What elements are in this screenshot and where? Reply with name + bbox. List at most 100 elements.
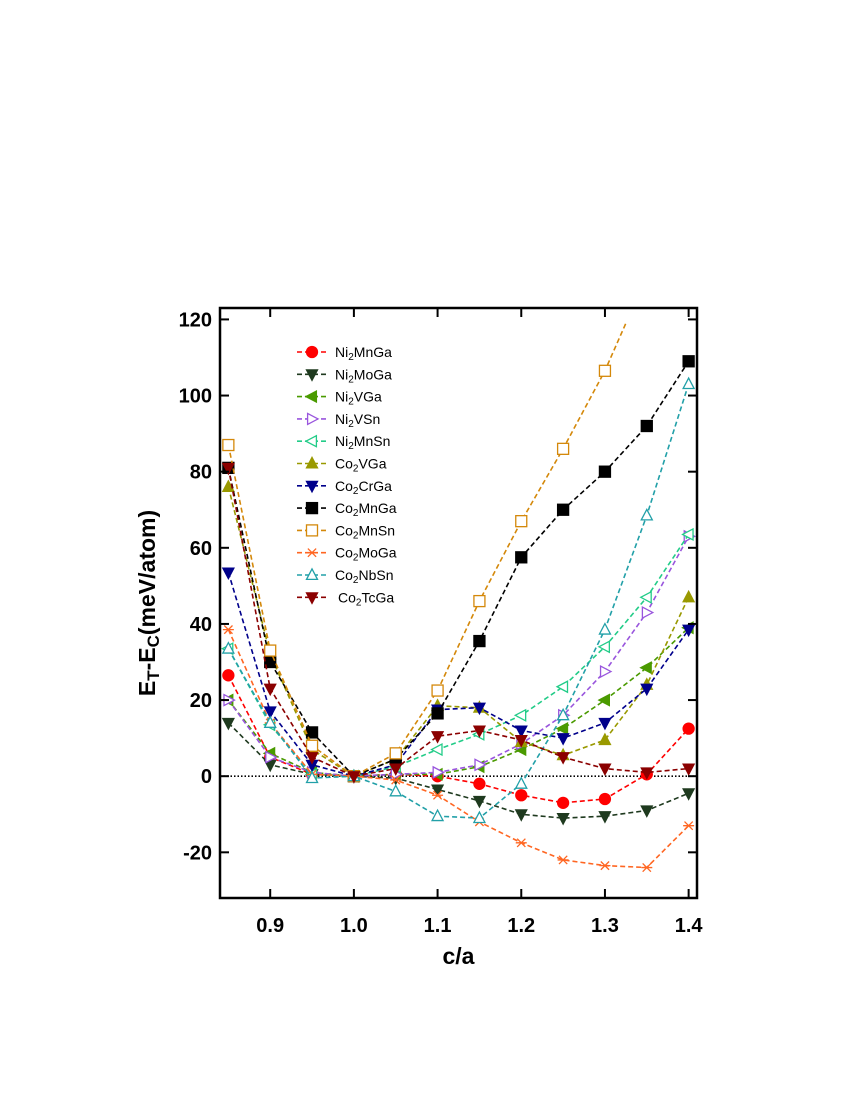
legend-label: Co2TcGa [338,589,394,608]
x-tick-label: 0.9 [256,915,284,937]
data-point [556,752,570,765]
series-ni2vsn [223,529,697,783]
series-ni2mnsn [220,527,694,783]
legend-label: Ni2MnSn [335,433,390,452]
data-point [389,763,403,777]
data-point [264,644,277,657]
series-co2crga [221,567,696,784]
data-point [640,508,654,521]
x-tick-label: 1.2 [507,915,535,937]
legend-entry: Ni2MnSn [297,433,390,452]
data-point [515,551,528,564]
data-point [598,717,612,731]
data-point [639,590,652,604]
data-point [514,734,528,748]
data-point [305,770,319,784]
series-co2mnga [222,355,695,783]
data-point [682,763,696,777]
legend-label: Co2MoGa [335,545,397,564]
data-point [431,707,444,720]
series-line [227,536,690,778]
data-point [514,776,528,789]
data-point [597,640,610,654]
legend-entry: Co2MnSn [297,522,395,541]
data-point [682,355,695,368]
data-point [682,589,696,603]
data-point [474,758,487,772]
data-point [472,702,486,716]
legend-label: Ni2VGa [335,389,382,408]
data-point [639,661,652,675]
legend-label: Co2CrGa [335,478,392,497]
data-point [598,792,612,806]
data-point [556,796,570,809]
data-point [221,462,235,476]
data-point [682,376,696,390]
data-point [557,855,569,865]
x-tick-label: 1.3 [591,915,619,937]
y-axis-title-part: E [134,647,160,662]
data-point [263,683,277,697]
data-point [597,693,610,707]
data-point [682,722,695,735]
data-point [221,567,235,580]
data-point [473,634,486,648]
data-point [555,680,569,694]
series-co2mnsn [222,322,627,783]
legend-marker-swatch [305,567,319,581]
y-axis-title-part: - [134,663,160,671]
y-tick-label: 120 [179,309,212,331]
plot-frame [218,306,699,900]
legend-entry: Co2NbSn [297,567,394,586]
data-point [221,641,235,654]
y-axis-title-part: (meV/atom) [134,510,160,635]
series-co2tcga [221,462,696,784]
x-tick-label: 1.0 [340,915,368,937]
data-point [221,717,235,731]
legend-label: Ni2MnGa [335,344,392,363]
data-point [640,419,653,433]
legend-marker-swatch [305,456,319,469]
data-point [556,442,570,455]
data-point [514,809,528,822]
legend-label: Co2VGa [335,456,387,475]
data-point [681,527,694,542]
data-point [263,715,277,728]
data-point [222,438,235,452]
data-point [640,683,654,697]
y-tick-label: 0 [201,766,212,788]
legend-marker-swatch [305,480,319,494]
data-point [641,862,653,873]
legend-label: Co2MnSn [335,522,395,541]
x-axis-title: c/a [443,943,475,969]
data-point [641,605,655,620]
series-line [227,674,690,804]
legend-label: Ni2MoGa [335,366,392,385]
data-point [222,669,235,682]
data-point [598,622,612,635]
legend-label: Co2NbSn [335,567,394,586]
y-axis-title-part: E [134,681,160,696]
data-point [556,813,570,826]
data-point [430,742,443,757]
legend-label: Co2MnGa [335,500,397,519]
y-tick-label: 20 [190,690,212,712]
data-point [432,790,444,800]
series-co2moga [222,625,695,873]
legend-label: Ni2VSn [335,411,380,430]
data-point [599,664,613,679]
legend-entry: Co2TcGa [297,589,394,608]
data-point [389,747,402,760]
data-point [472,795,486,809]
y-tick-label: 100 [179,386,212,408]
legend-marker-swatch [305,345,319,359]
data-point [222,625,234,635]
data-point [305,752,319,765]
legend-entry: Ni2MnGa [297,344,392,363]
legend-entry: Co2MnGa [297,500,397,519]
y-tick-label: -20 [183,842,212,864]
data-point [431,731,445,744]
series-co2vga [221,479,696,782]
legend-entry: Ni2VGa [297,389,382,408]
series-line [227,486,690,778]
